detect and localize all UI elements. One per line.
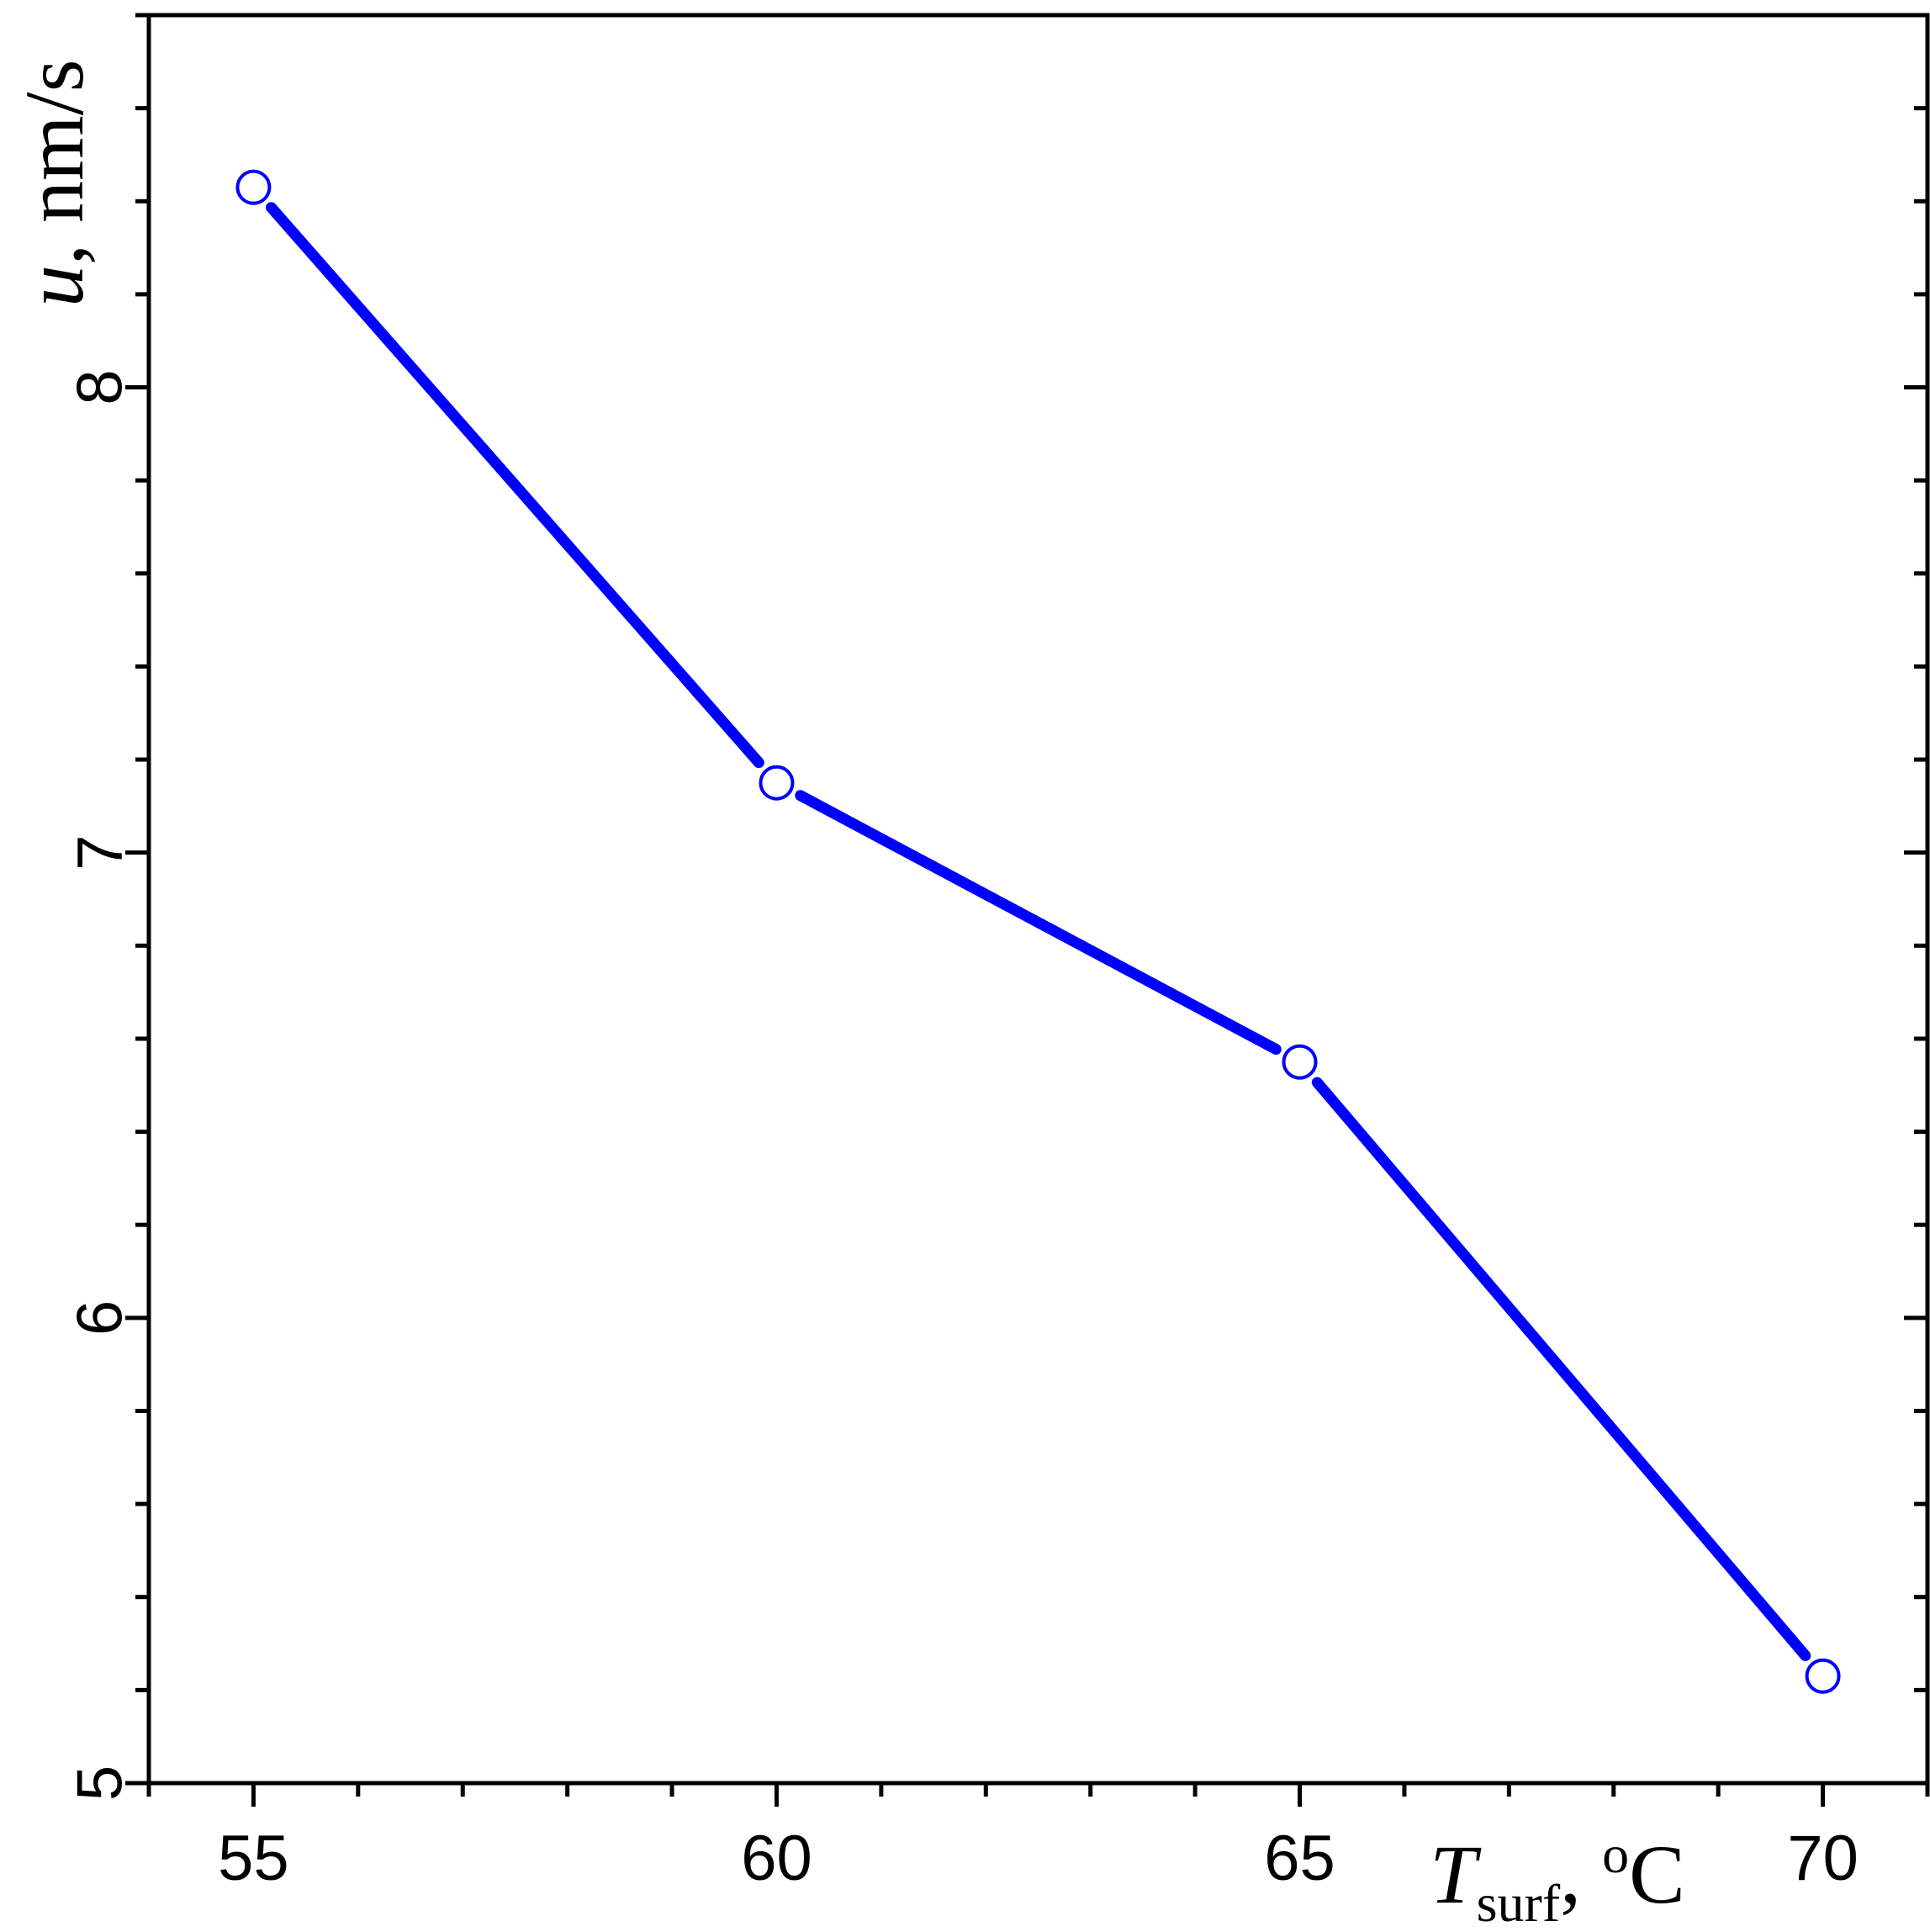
x-tick-label: 65 bbox=[1264, 1823, 1335, 1894]
x-axis-title-suffix: , bbox=[1560, 1828, 1602, 1921]
y-tick-label: 7 bbox=[65, 835, 136, 871]
y-axis-title: u, nm/s bbox=[8, 60, 101, 307]
data-point bbox=[1805, 1658, 1841, 1694]
y-axis-title-var: u bbox=[8, 265, 101, 307]
x-tick-label: 60 bbox=[741, 1823, 812, 1894]
series-markers bbox=[235, 169, 1841, 1694]
y-tick-label: 6 bbox=[65, 1300, 136, 1336]
x-axis-title-sub: surf bbox=[1477, 1873, 1561, 1932]
series-line-segment bbox=[795, 790, 1282, 1056]
series-line bbox=[266, 202, 1811, 1661]
x-axis-title-var: T bbox=[1430, 1828, 1482, 1921]
x-tick-labels: 55 60 65 70 bbox=[218, 1823, 1859, 1894]
x-axis-title-unit: C bbox=[1629, 1828, 1685, 1921]
data-point bbox=[235, 169, 272, 205]
x-axis-title: Tsurf, oC bbox=[1430, 1824, 1685, 1932]
y-tick-label: 5 bbox=[65, 1765, 136, 1801]
x-tick-label: 55 bbox=[218, 1823, 289, 1894]
series-line-segment bbox=[1311, 1077, 1811, 1661]
series-line-segment bbox=[266, 202, 764, 769]
data-point bbox=[759, 765, 795, 801]
axis-ticks bbox=[125, 13, 1930, 1807]
data-point bbox=[1282, 1044, 1318, 1080]
y-tick-label: 8 bbox=[65, 369, 136, 405]
plot-frame bbox=[146, 13, 1930, 1786]
y-tick-labels: 5 6 7 8 bbox=[65, 369, 136, 1801]
y-axis-title-rest: , nm/s bbox=[8, 60, 101, 265]
x-tick-label: 70 bbox=[1787, 1823, 1859, 1894]
x-axis-title-sup: o bbox=[1602, 1824, 1629, 1884]
